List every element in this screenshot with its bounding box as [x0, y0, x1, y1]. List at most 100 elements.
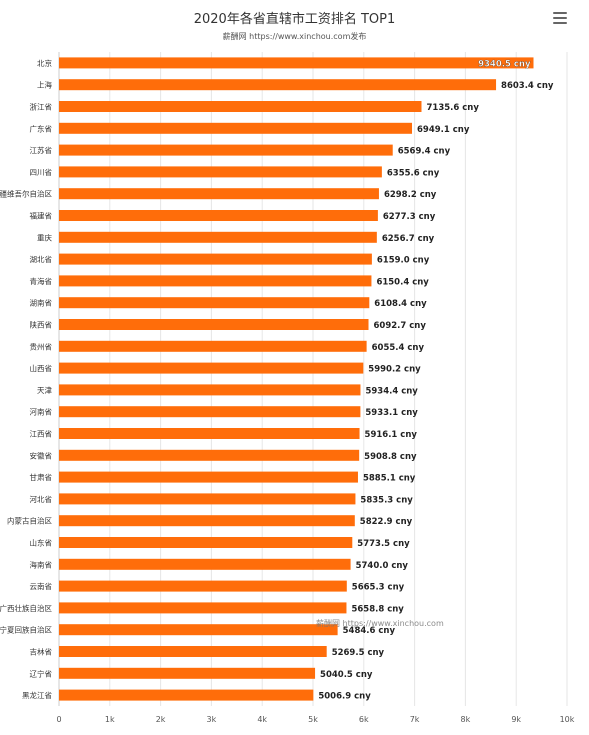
category-label: 重庆	[37, 232, 52, 242]
x-tick-label: 7k	[410, 715, 420, 724]
data-label: 5933.1 cny	[365, 408, 418, 418]
bar	[59, 428, 360, 439]
bar	[59, 580, 347, 592]
data-label: 6108.4 cny	[374, 299, 427, 309]
category-label: 宁夏回族自治区	[0, 625, 52, 635]
data-label: 5885.1 cny	[363, 474, 416, 484]
data-label: 6055.4 cny	[372, 343, 425, 353]
bar	[59, 449, 360, 461]
watermark-text: 薪酬网 https://www.xinchou.com	[316, 619, 444, 628]
x-tick-label: 8k	[461, 715, 471, 724]
bar	[59, 101, 422, 112]
category-label: 云南省	[30, 581, 53, 591]
category-label: 福建省	[30, 211, 53, 221]
category-label: 山西省	[30, 363, 53, 373]
bar	[59, 384, 361, 396]
category-label: 河北省	[30, 494, 53, 504]
hamburger-menu-icon[interactable]	[553, 12, 567, 24]
category-label: 北京	[37, 58, 52, 68]
x-tick-label: 4k	[257, 715, 267, 724]
category-label: 甘肃省	[30, 472, 53, 482]
data-label: 5916.1 cny	[365, 430, 418, 440]
category-label: 江苏省	[30, 145, 53, 155]
bar	[59, 231, 377, 243]
data-label: 5822.9 cny	[360, 517, 413, 527]
category-label: 陕西省	[30, 320, 53, 330]
data-label: 8603.4 cny	[501, 81, 554, 91]
category-label: 海南省	[30, 559, 53, 569]
bar	[59, 537, 353, 548]
chart-subtitle: 薪酬网 https://www.xinchou.com发布	[222, 32, 367, 41]
data-label: 5908.8 cny	[364, 452, 417, 462]
category-label: 湖南省	[30, 298, 53, 308]
bar	[59, 210, 378, 221]
x-tick-label: 5k	[308, 715, 318, 724]
bar	[59, 624, 338, 636]
data-label: 6256.7 cny	[382, 234, 435, 244]
data-label: 5484.6 cny	[343, 626, 396, 636]
x-tick-label: 1k	[105, 715, 115, 724]
chart-title: 2020年各省直辖市工资排名 TOP1	[193, 12, 396, 27]
category-label: 湖北省	[30, 254, 53, 264]
bar	[59, 144, 393, 156]
category-label: 内蒙古自治区	[7, 516, 52, 526]
data-label: 6569.4 cny	[398, 147, 451, 157]
data-label: 6092.7 cny	[374, 321, 427, 331]
bar	[59, 275, 372, 287]
bar	[59, 122, 413, 134]
data-label: 6150.4 cny	[376, 277, 429, 287]
bar	[59, 667, 316, 679]
category-label: 黑龙江省	[22, 690, 52, 700]
bar	[59, 646, 327, 657]
category-label: 辽宁省	[30, 668, 53, 678]
data-label: 7135.6 cny	[426, 103, 479, 113]
data-label: 5934.4 cny	[365, 386, 418, 396]
bar	[59, 558, 351, 570]
bar	[59, 515, 355, 527]
data-label: 5665.3 cny	[352, 583, 405, 593]
bar	[59, 188, 379, 200]
category-label: 青海省	[30, 276, 53, 286]
bar	[59, 166, 382, 178]
data-label: 5040.5 cny	[320, 670, 373, 680]
x-tick-label: 2k	[156, 715, 166, 724]
data-label: 6277.3 cny	[383, 212, 436, 222]
category-label: 广西壮族自治区	[0, 603, 52, 613]
data-label: 5835.3 cny	[360, 495, 413, 505]
category-label: 广东省	[30, 123, 53, 133]
data-label: 5269.5 cny	[332, 648, 385, 658]
x-tick-label: 0	[56, 715, 61, 724]
category-label: 新疆维吾尔自治区	[0, 189, 52, 199]
bar	[59, 340, 367, 352]
bar	[59, 471, 358, 483]
category-label: 河南省	[30, 407, 53, 417]
x-tick-label: 6k	[359, 715, 369, 724]
data-label: 5006.9 cny	[318, 692, 371, 702]
category-label: 江西省	[30, 429, 53, 439]
x-tick-label: 9k	[511, 715, 521, 724]
category-label: 上海	[37, 80, 52, 90]
bar	[59, 493, 356, 505]
data-label: 5990.2 cny	[368, 365, 421, 375]
data-label: 6159.0 cny	[377, 256, 430, 266]
data-label: 6949.1 cny	[417, 125, 470, 135]
bar	[59, 602, 347, 614]
category-label: 四川省	[30, 167, 53, 177]
bar	[59, 79, 497, 91]
data-label: 9340.5 cny	[478, 59, 531, 69]
category-label: 天津	[37, 386, 52, 395]
bar	[59, 689, 314, 701]
category-label: 山东省	[30, 538, 53, 548]
data-label: 5773.5 cny	[357, 539, 410, 549]
x-tick-label: 3k	[207, 715, 217, 724]
category-label: 安徽省	[30, 450, 53, 460]
data-label: 5658.8 cny	[351, 604, 404, 614]
data-label: 6355.6 cny	[387, 168, 440, 178]
bar	[59, 57, 534, 69]
bar	[59, 319, 369, 330]
category-label: 贵州省	[30, 341, 53, 351]
bar	[59, 297, 370, 309]
x-tick-label: 10k	[560, 715, 575, 724]
bar	[59, 253, 372, 265]
